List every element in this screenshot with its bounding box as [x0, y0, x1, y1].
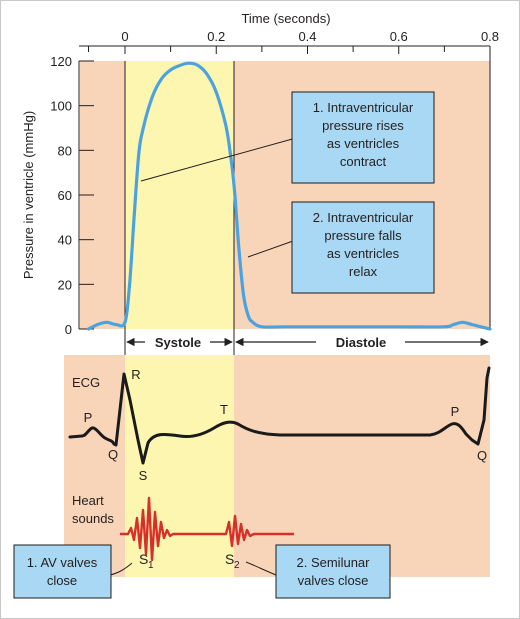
- callout-rise-line-2: pressure rises: [322, 118, 404, 133]
- y-tick-label-5: 100: [50, 99, 72, 114]
- y-tick-label-6: 120: [50, 54, 72, 69]
- y-tick-label-4: 80: [58, 143, 72, 158]
- ecg-s-label: S: [139, 468, 148, 483]
- ecg-p-label-1: P: [84, 410, 93, 425]
- ecg-q-label-2: Q: [477, 448, 487, 463]
- x-axis-title: Time (seconds): [241, 11, 330, 26]
- s2-label-base: S: [225, 551, 234, 567]
- callout-av-line-1: 1. AV valves: [27, 555, 98, 570]
- x-tick-label-4: 0.8: [481, 29, 499, 44]
- semilunar-leader-line: [245, 561, 277, 576]
- diastole-label: Diastole: [336, 335, 387, 350]
- callout-semilunar-line-2: valves close: [298, 573, 369, 588]
- callout-rise-line-3: as ventricles: [327, 136, 400, 151]
- s1-label-base: S: [139, 551, 148, 567]
- callout-rise-box: [291, 91, 435, 184]
- callout-rise: 1. Intraventricular pressure rises as ve…: [291, 91, 435, 184]
- callout-av-valves: 1. AV valves close: [13, 544, 112, 599]
- s2-label: S 2: [225, 551, 240, 571]
- callout-semilunar-valves: 2. Semilunar valves close: [275, 544, 391, 599]
- ecg-t-label: T: [220, 402, 228, 417]
- ecg-diastole-bg-right: [234, 355, 490, 577]
- callout-fall-line-2: pressure falls: [324, 228, 402, 243]
- heart-sounds-title-line-1: Heart: [72, 493, 104, 508]
- callout-fall-line-3: as ventricles: [327, 246, 400, 261]
- s1-label: S 1: [139, 551, 154, 571]
- s2-label-sub: 2: [234, 560, 240, 571]
- callout-fall: 2. Intraventricular pressure falls as ve…: [291, 201, 435, 294]
- rise-leader-line: [140, 137, 297, 182]
- heart-sounds-title-line-2: sounds: [72, 511, 114, 526]
- y-tick-label-0: 0: [65, 322, 72, 337]
- x-tick-label-3: 0.6: [390, 29, 408, 44]
- phase-arrows: Systole Diastole: [126, 335, 489, 350]
- callout-fall-line-1: 2. Intraventricular: [313, 210, 414, 225]
- x-tick-label-1: 0.2: [207, 29, 225, 44]
- callout-semilunar-line-1: 2. Semilunar: [297, 555, 371, 570]
- heart-sounds-trace: [120, 496, 294, 562]
- x-tick-label-0: 0: [121, 29, 128, 44]
- y-tick-label-2: 40: [58, 233, 72, 248]
- callout-fall-line-4: relax: [349, 264, 378, 279]
- callout-semilunar-box: [275, 544, 391, 599]
- ecg-r-label: R: [131, 367, 140, 382]
- pressure-series-line: [86, 61, 492, 331]
- ecg-p-label-2: P: [451, 404, 460, 419]
- y-ticks: 0 20 40 60 80 100 120: [50, 54, 94, 337]
- ecg-trace: [68, 366, 491, 465]
- callout-fall-box: [291, 201, 435, 294]
- ecg-q-label-1: Q: [108, 447, 118, 462]
- x-ticks: 0 0.2 0.4 0.6 0.8: [88, 29, 499, 54]
- y-tick-label-3: 60: [58, 188, 72, 203]
- systole-label: Systole: [155, 335, 201, 350]
- y-tick-label-1: 20: [58, 277, 72, 292]
- s1-label-sub: 1: [148, 560, 154, 571]
- fall-leader-line: [247, 240, 294, 258]
- y-axis-title: Pressure in ventricle (mmHg): [21, 111, 36, 279]
- ecg-diastole-bg-left: [64, 355, 125, 577]
- callout-rise-line-4: contract: [340, 154, 387, 169]
- x-tick-label-2: 0.4: [298, 29, 316, 44]
- callout-av-line-2: close: [47, 573, 77, 588]
- callout-rise-line-1: 1. Intraventricular: [313, 100, 414, 115]
- ecg-title: ECG: [72, 375, 100, 390]
- ecg-systole-bg: [125, 355, 234, 577]
- callout-av-box: [13, 544, 112, 599]
- plot-systole-bg: [125, 61, 234, 329]
- av-leader-line: [109, 562, 133, 576]
